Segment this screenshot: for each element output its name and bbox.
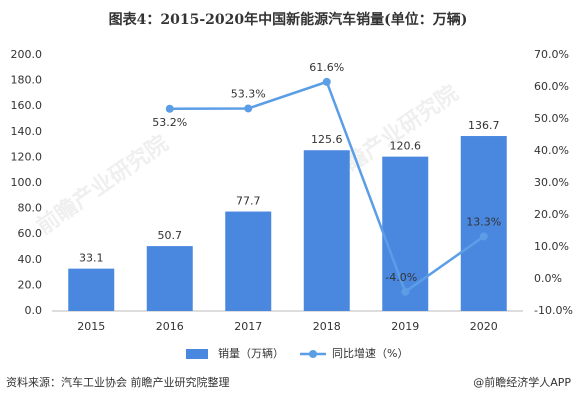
y2-tick-label: 20.0% (534, 208, 569, 221)
line-label: 53.3% (231, 87, 266, 100)
bar (460, 136, 507, 311)
bar (225, 211, 272, 311)
source: 资料来源：汽车工业协会 前瞻产业研究院整理 (6, 375, 230, 389)
y-tick-label: 40.0 (18, 253, 43, 266)
y-tick-label: 180.0 (11, 74, 43, 87)
line-marker (322, 77, 331, 86)
x-tick-label: 2018 (313, 320, 341, 333)
y-tick-label: 120.0 (11, 150, 43, 163)
bar (146, 246, 193, 311)
line-label: -4.0% (385, 271, 417, 284)
y2-tick-label: 60.0% (534, 80, 569, 93)
bar-label: 77.7 (236, 195, 261, 208)
line-label: 61.6% (309, 61, 344, 74)
y-tick-label: 0.0 (25, 304, 43, 317)
bar-label: 50.7 (158, 229, 183, 242)
y-tick-label: 200.0 (11, 48, 43, 61)
chart-title: 图表4：2015-2020年中国新能源汽车销量(单位：万辆) (109, 11, 468, 28)
x-tick-label: 2017 (234, 320, 262, 333)
bar (382, 156, 429, 311)
x-tick-label: 2015 (77, 320, 105, 333)
legend-swatch (309, 350, 317, 358)
line-label: 53.2% (152, 116, 187, 129)
y2-tick-label: 30.0% (534, 176, 569, 189)
bar (303, 150, 350, 311)
bar-label: 33.1 (79, 252, 104, 265)
y-tick-label: 160.0 (11, 99, 43, 112)
legend-label: 同比增速（%） (332, 346, 408, 360)
y2-tick-label: 10.0% (534, 240, 569, 253)
bar (68, 268, 115, 311)
bar-label: 136.7 (468, 119, 500, 132)
x-tick-label: 2019 (391, 320, 419, 333)
credit: @前瞻经济学人APP (473, 375, 571, 389)
bar-label: 125.6 (311, 133, 343, 146)
bar-label: 120.6 (390, 140, 422, 153)
y2-tick-label: 50.0% (534, 112, 569, 125)
y2-tick-label: 40.0% (534, 144, 569, 157)
legend-swatch (186, 349, 208, 359)
y-tick-label: 80.0 (18, 202, 43, 215)
line-label: 13.3% (466, 215, 501, 228)
y-tick-label: 60.0 (18, 227, 43, 240)
line-marker (479, 232, 488, 241)
y-tick-label: 140.0 (11, 125, 43, 138)
line-marker (401, 287, 410, 296)
x-tick-label: 2016 (156, 320, 184, 333)
legend-label: 销量（万辆） (218, 346, 284, 360)
y2-tick-label: 70.0% (534, 48, 569, 61)
x-tick-label: 2020 (470, 320, 498, 333)
line-marker (244, 104, 253, 113)
y2-tick-label: -10.0% (534, 304, 573, 317)
y-tick-label: 100.0 (11, 176, 43, 189)
watermark: 前瞻产业研究院 (32, 130, 173, 240)
y2-tick-label: 0.0% (534, 272, 562, 285)
y-tick-label: 20.0 (18, 278, 43, 291)
line-marker (165, 104, 174, 113)
